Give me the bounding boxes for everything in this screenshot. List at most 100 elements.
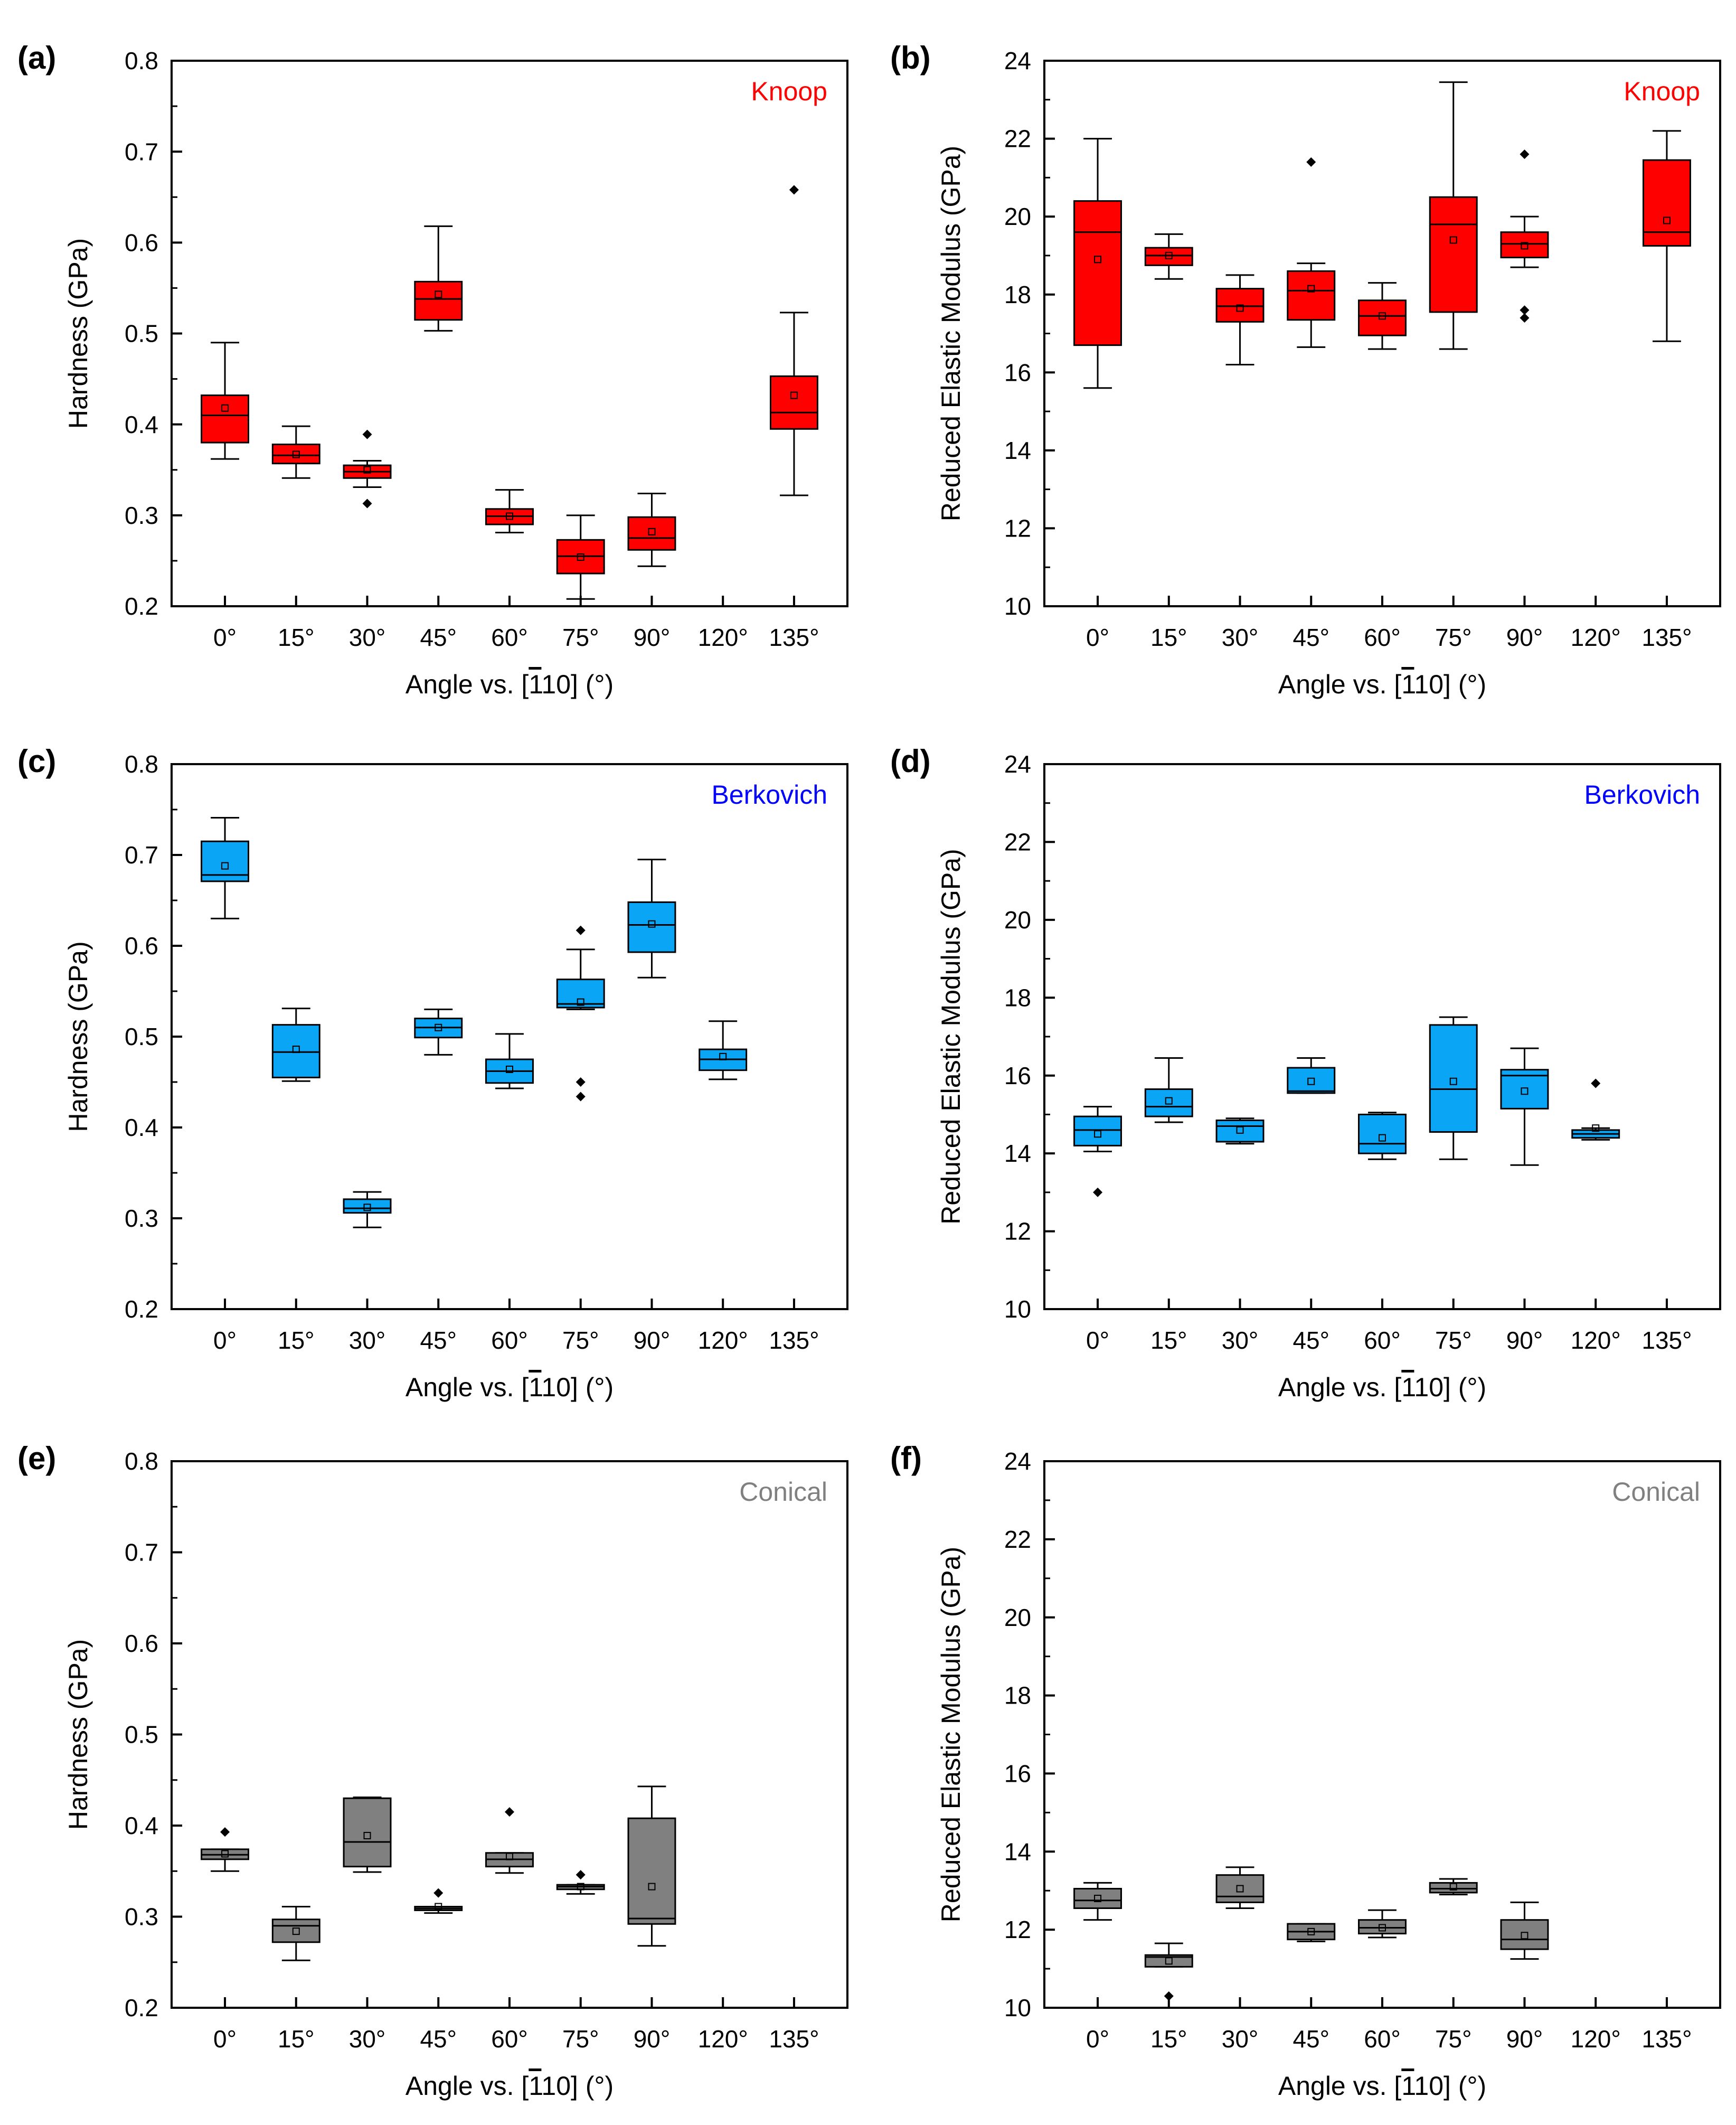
x-axis-label-bar-digit: 1 [1401,2071,1415,2101]
mean-marker [435,290,442,298]
box-iqr [1073,1888,1122,1909]
box-iqr [1429,196,1478,313]
mean-marker [1094,1130,1102,1138]
mean-marker [221,1850,229,1858]
box-75deg [1429,1878,1478,1896]
box-iqr [271,444,320,465]
y-tick-label: 0.2 [125,1295,158,1323]
box-75deg [556,925,605,1102]
mean-marker [506,1853,513,1860]
box-30deg [343,1797,392,1873]
y-tick-label: 16 [1004,1062,1031,1089]
box-15deg [1144,1942,1193,2001]
y-tick-label: 0.4 [125,1812,158,1839]
mean-marker [1165,1957,1173,1965]
x-tick-label: 30° [1222,624,1259,651]
box-60deg [485,489,534,534]
box-iqr [1287,270,1336,321]
mean-marker [648,1883,656,1891]
box-45deg [414,1008,463,1056]
x-tick-label: 0° [1086,1327,1109,1354]
y-tick-label: 18 [1004,1682,1031,1709]
box-15deg [1144,233,1193,280]
x-axis-label-prefix: Angle vs. [ [405,1372,529,1402]
y-tick-label: 18 [1004,281,1031,308]
x-tick-label: 90° [634,624,671,651]
box-120deg [1571,1078,1620,1141]
box-45deg [1287,1923,1336,1942]
mean-marker [1307,1927,1315,1935]
x-axis-label-rest: 10] (°) [1414,670,1486,699]
mean-marker [1379,1924,1386,1932]
y-tick-label: 0.5 [125,1721,158,1748]
outlier-point [1520,149,1530,159]
mean-marker [1165,251,1173,259]
box-45deg [414,1888,463,1914]
mean-marker [221,862,229,870]
x-tick-label: 0° [213,624,237,651]
box-iqr [1500,1919,1549,1950]
x-axis-label: Angle vs. [110] (°) [1278,670,1486,699]
panel-label: (f) [890,1441,922,1476]
chart-panel: 10 12 14 16 18 20 22 24 0° 15° 30° 45° 60° 75° 90° 120°… [890,1441,1721,2101]
outlier-point [220,1827,230,1837]
box-iqr [414,280,463,321]
mean-marker [1236,1126,1244,1134]
x-tick-label: 15° [278,1327,315,1354]
indenter-label: Knoop [1624,77,1700,106]
box-45deg [1287,157,1336,348]
x-tick-label: 90° [1506,2025,1543,2053]
y-tick-label: 12 [1004,1218,1031,1245]
outlier-point [789,185,799,195]
outlier-point [1306,157,1316,167]
box-iqr [769,375,818,430]
mean-marker [292,1046,300,1054]
y-tick-label: 0.8 [125,47,158,74]
y-tick-label: 20 [1004,203,1031,230]
box-iqr [627,1817,676,1925]
box-iqr [271,1919,320,1943]
x-tick-label: 30° [1222,1327,1259,1354]
x-tick-label: 15° [1150,624,1187,651]
box-0deg [1073,138,1122,389]
mean-marker [1307,285,1315,293]
mean-marker [1521,1087,1529,1095]
box-iqr [271,1024,320,1078]
mean-marker [292,1927,300,1935]
y-tick-label: 20 [1004,1604,1031,1631]
panel-label: (e) [17,1441,56,1476]
y-tick-label: 22 [1004,1526,1031,1553]
x-tick-label: 60° [1364,1327,1401,1354]
y-tick-label: 14 [1004,437,1031,464]
x-axis-label-bar-digit: 1 [529,1372,542,1402]
y-tick-label: 0.3 [125,502,158,529]
x-tick-label: 0° [213,1327,237,1354]
x-tick-label: 135° [769,1327,819,1354]
box-iqr [1144,1088,1193,1117]
mean-marker [577,553,584,561]
plot-frame [1043,763,1721,1310]
box-60deg [1358,1909,1407,1939]
box-iqr [1500,231,1549,259]
outlier-point [362,499,372,509]
mean-marker [1379,1134,1386,1142]
x-tick-label: 30° [349,2025,386,2053]
mean-marker [719,1052,727,1060]
box-90deg [627,859,676,979]
box-0deg [1073,1106,1122,1197]
chart-panel: 10 12 14 16 18 20 22 24 0° 15° 30° 45° 60° 75° 90° 120°… [890,744,1721,1402]
y-tick-label: 0.3 [125,1205,158,1232]
y-tick-label: 0.6 [125,1630,158,1657]
x-tick-label: 60° [1364,2025,1401,2053]
y-axis-label: Reduced Elastic Modulus (GPa) [936,1547,966,1922]
x-tick-label: 75° [562,624,599,651]
box-60deg [1358,1112,1407,1160]
box-0deg [201,342,250,460]
x-axis-label-prefix: Angle vs. [ [405,2071,529,2101]
box-60deg [1358,282,1407,350]
x-tick-label: 75° [562,2025,599,2053]
mean-marker [1592,1124,1600,1132]
mean-marker [1449,1077,1457,1085]
x-axis-label-rest: 10] (°) [541,670,614,699]
